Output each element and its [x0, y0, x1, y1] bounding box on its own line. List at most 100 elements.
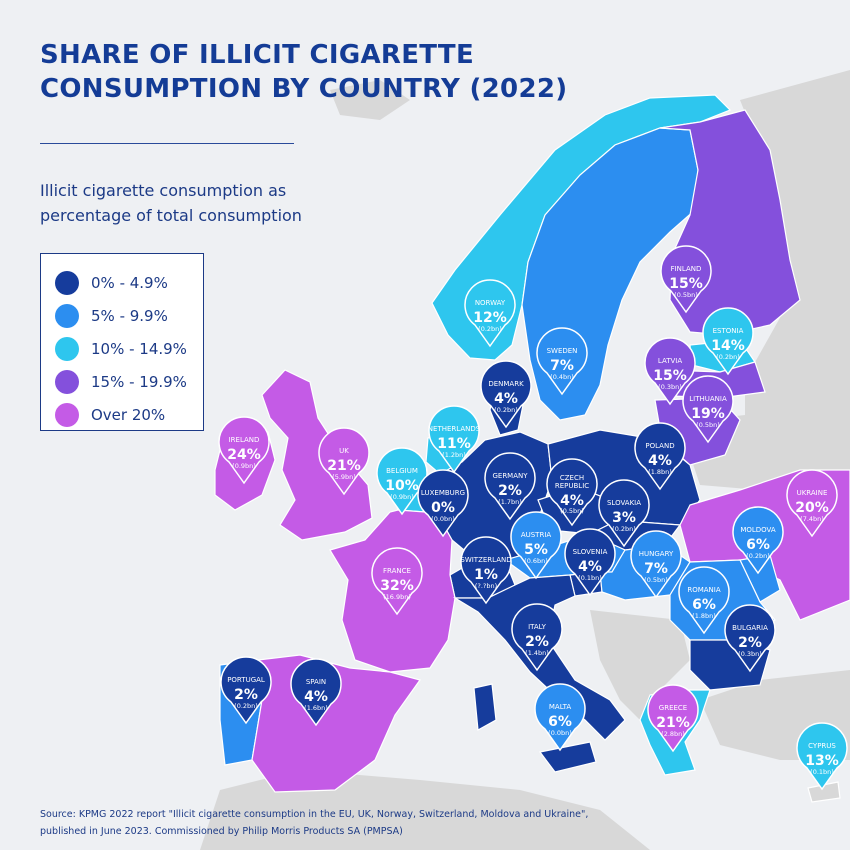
legend-label-over-20: Over 20%: [91, 405, 166, 424]
pin-marker-uk: [318, 427, 370, 496]
pin-marker-austria: [510, 511, 562, 580]
pin-volume-cyprus: (0.1bn): [810, 768, 834, 776]
pin-marker-sweden: [536, 327, 588, 396]
pin-marker-poland: [634, 422, 686, 491]
pin-name-luxemburg: LUXEMBURG: [421, 489, 465, 497]
pin-volume-portugal: (0.2bn): [234, 702, 258, 710]
pin-name-bulgaria: BULGARIA: [732, 624, 768, 632]
pin-poland: POLAND 4%(1.8bn): [634, 422, 686, 491]
pin-value-netherlands: 11%: [437, 436, 471, 452]
pin-name-portugal: PORTUGAL: [227, 676, 265, 684]
pin-value-finland: 15%: [669, 276, 703, 292]
pin-value-italy: 2%: [525, 634, 549, 650]
legend-label-0-4: 0% - 4.9%: [91, 273, 168, 292]
pin-value-cyprus: 13%: [805, 753, 839, 769]
map-subtitle: Illicit cigarette consumption as percent…: [40, 178, 370, 228]
pin-marker-ireland: [218, 416, 270, 485]
pin-marker-moldova: [732, 506, 784, 575]
pin-name-norway: NORWAY: [475, 299, 506, 307]
pin-name-romania: ROMANIA: [687, 586, 721, 594]
pin-volume-estonia: (0.2bn): [716, 353, 740, 361]
pin-france: FRANCE 32%(16.9bn): [371, 547, 423, 616]
country-pins: NORWAY12%(0.2bn)SWEDEN7%(0.4bn)FINLAND15…: [218, 245, 848, 791]
pin-marker-norway: [464, 279, 516, 348]
pin-value-france: 32%: [380, 578, 414, 594]
legend: 0% - 4.9% 5% - 9.9% 10% - 14.9% 15% - 19…: [40, 253, 204, 431]
pin-name-poland: POLAND: [645, 442, 674, 450]
pin-name-germany: GERMANY: [492, 472, 528, 480]
pin-marker-bulgaria: [724, 604, 776, 673]
pin-greece: GREECE 21%(2.8bn): [647, 684, 699, 753]
pin-marker-latvia: [644, 337, 696, 406]
pin-slovenia: SLOVENIA 4%(0.1bn): [564, 528, 616, 597]
legend-swatch-0-4: [55, 270, 79, 295]
iceland-landmass: [330, 80, 410, 120]
legend-swatch-10-14: [55, 336, 79, 361]
subtitle-line-1: Illicit cigarette consumption as: [40, 181, 287, 200]
pin-volume-latvia: (0.3bn): [658, 383, 682, 391]
balkans-landmass: [590, 610, 690, 720]
pin-value-bulgaria: 2%: [738, 635, 762, 651]
pin-volume-slovenia: (0.1bn): [578, 574, 602, 582]
pin-slovakia: SLOVAKIA 3%(0.2bn): [598, 479, 650, 548]
pin-volume-finland: (0.5bn): [674, 291, 698, 299]
pin-marker-luxemburg: [417, 469, 469, 538]
pin-name-slovakia: SLOVAKIA: [607, 499, 641, 507]
pin-value-luxemburg: 0%: [431, 500, 455, 516]
pin-name-malta: MALTA: [549, 703, 571, 711]
pin-name-denmark: DENMARK: [488, 380, 524, 388]
pin-name-estonia: ESTONIA: [713, 327, 744, 335]
legend-item-0-4: 0% - 4.9%: [55, 266, 203, 299]
pin-name-moldova: MOLDOVA: [740, 526, 776, 534]
pin-marker-germany: [484, 452, 536, 521]
pin-value-moldova: 6%: [746, 537, 770, 553]
pin-value-austria: 5%: [524, 542, 548, 558]
pin-volume-hungary: (0.5bn): [644, 576, 668, 584]
pin-value-romania: 6%: [692, 597, 716, 613]
pin-volume-greece: (2.8bn): [661, 730, 685, 738]
uk-shape: [261, 369, 373, 541]
pin-marker-ukraine: [786, 469, 838, 538]
legend-label-10-14: 10% - 14.9%: [91, 339, 187, 358]
pin-value-slovenia: 4%: [578, 559, 602, 575]
pin-value-hungary: 7%: [644, 561, 668, 577]
pin-ireland: IRELAND 24%(0.9bn): [218, 416, 270, 485]
pin-marker-switzerland: [460, 536, 512, 605]
pin-name-slovenia: SLOVENIA: [573, 548, 608, 556]
pin-value-czech-republic: 4%: [560, 493, 584, 509]
pin-value-estonia: 14%: [711, 338, 745, 354]
legend-label-5-9: 5% - 9.9%: [91, 306, 168, 325]
pin-volume-romania: (1.8bn): [692, 612, 716, 620]
pin-value-poland: 4%: [648, 453, 672, 469]
pin-name-ireland: IRELAND: [229, 436, 260, 444]
title-line-1: SHARE OF ILLICIT CIGARETTE: [40, 40, 475, 70]
pin-name-italy: ITALY: [528, 623, 547, 631]
pin-malta: MALTA 6%(0.0bn): [534, 683, 586, 752]
legend-swatch-5-9: [55, 303, 79, 328]
pin-spain: SPAIN 4%(1.6bn): [290, 658, 342, 727]
pin-italy: ITALY 2%(1.4bn): [511, 603, 563, 672]
sicily-shape: [538, 741, 597, 773]
pin-name-greece: GREECE: [659, 704, 687, 712]
pin-volume-czech-republic: (0.5bn): [560, 507, 584, 515]
pin-value-ukraine: 20%: [795, 500, 829, 516]
legend-item-5-9: 5% - 9.9%: [55, 299, 203, 332]
title-divider: [40, 143, 294, 144]
pin-value-switzerland: 1%: [474, 567, 498, 583]
pin-marker-netherlands: [428, 405, 480, 474]
pin-volume-switzerland: (?.?bn): [475, 582, 497, 590]
pin-value-malta: 6%: [548, 714, 572, 730]
pin-name-austria: AUSTRIA: [521, 531, 552, 539]
pin-volume-malta: (0.0bn): [548, 729, 572, 737]
pin-volume-france: (16.9bn): [383, 593, 411, 601]
pin-lithuania: LITHUANIA 19%(0.5bn): [682, 375, 734, 444]
pin-marker-estonia: [702, 307, 754, 376]
pin-volume-italy: (1.4bn): [525, 649, 549, 657]
pin-name-france: FRANCE: [383, 567, 411, 575]
sardinia-shape: [473, 683, 497, 731]
russia-landmass: [740, 70, 850, 470]
pin-name-latvia: LATVIA: [658, 357, 682, 365]
pin-volume-uk: (5.9bn): [332, 473, 356, 481]
